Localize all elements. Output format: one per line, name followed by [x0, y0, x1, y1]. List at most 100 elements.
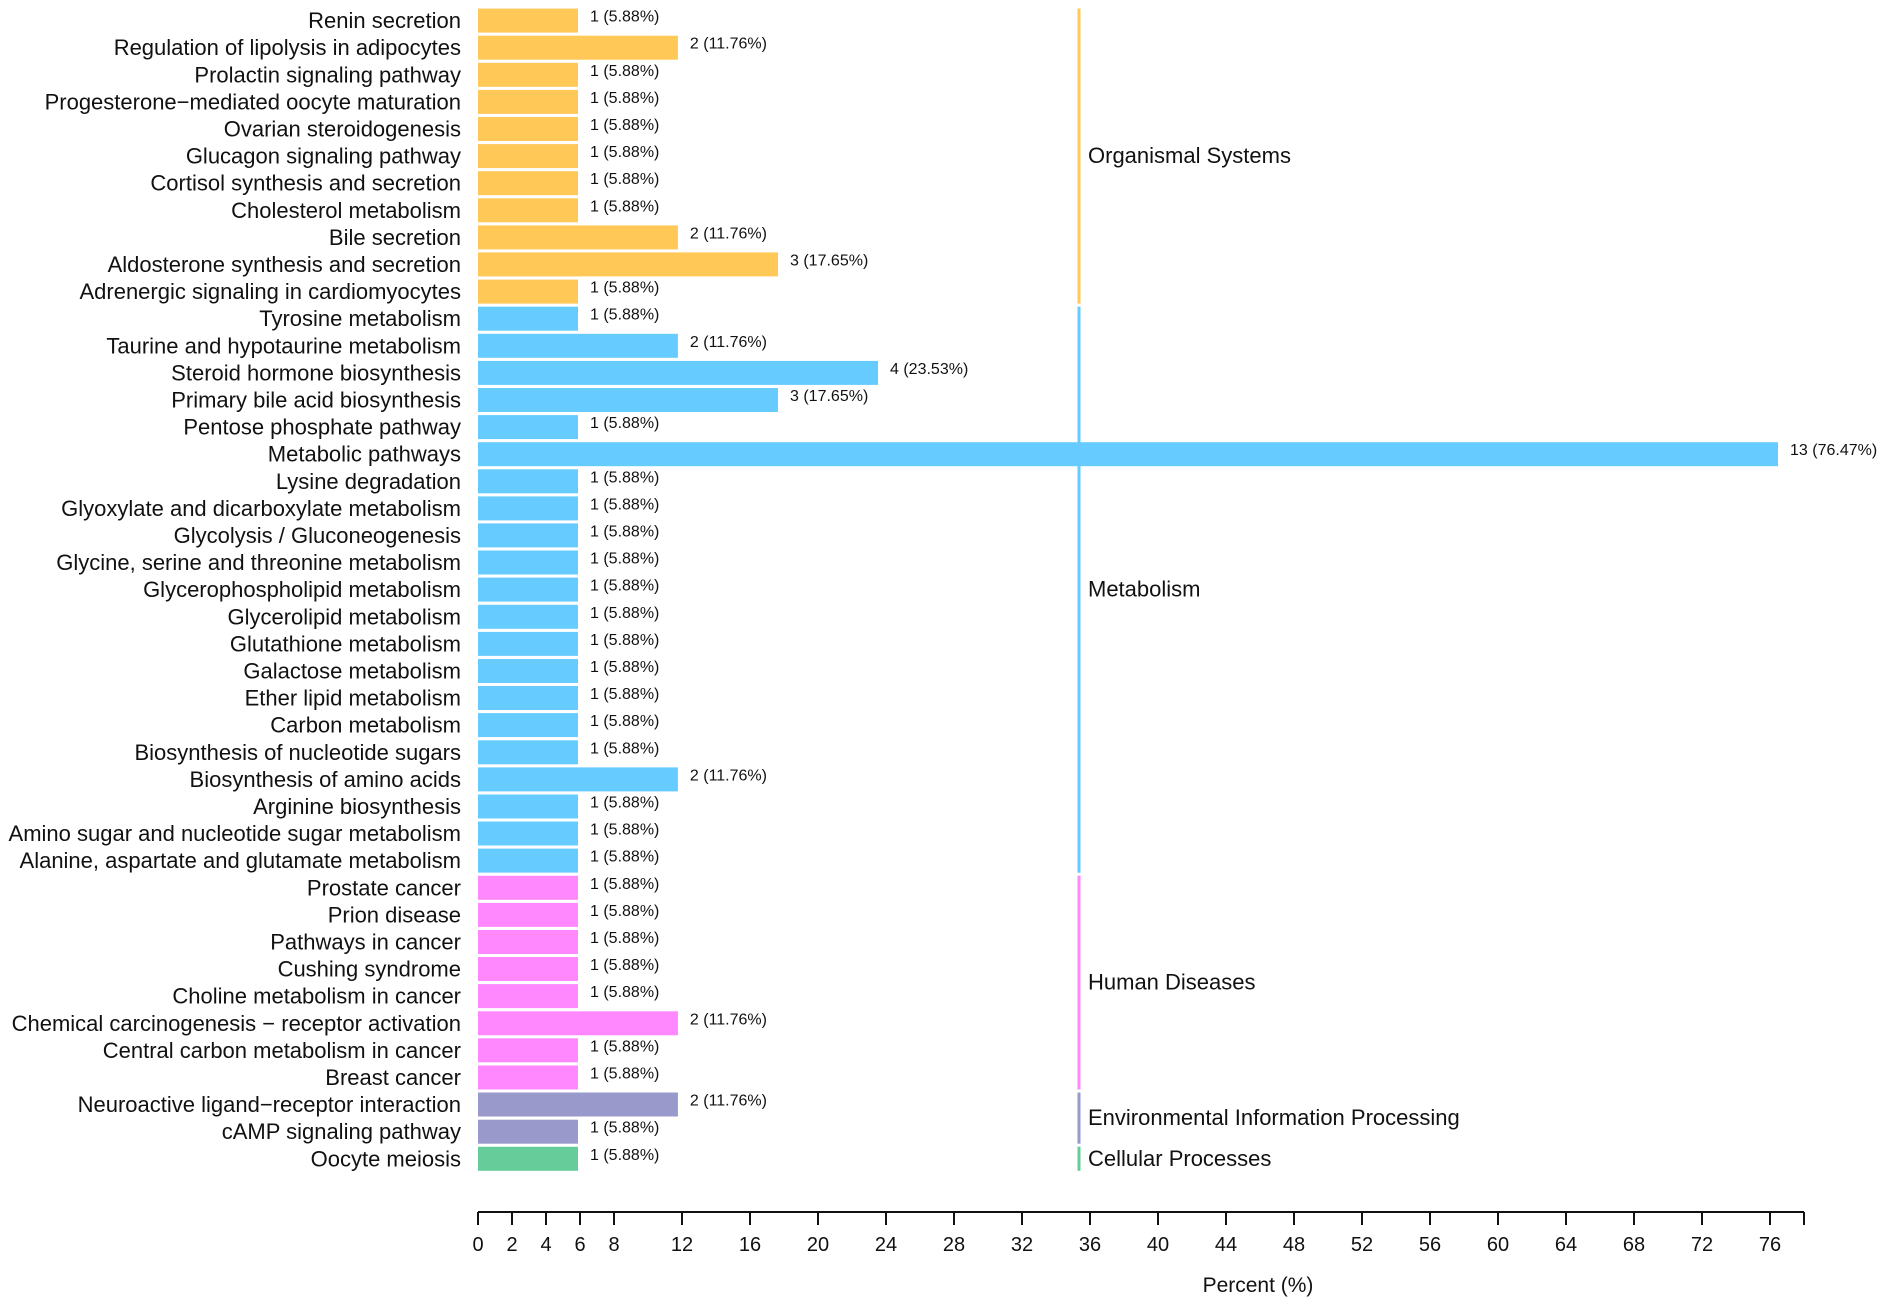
value-label: 1 (5.88%)	[590, 171, 659, 188]
category-label: Metabolic pathways	[268, 442, 461, 467]
category-label: Ether lipid metabolism	[245, 686, 461, 711]
value-label: 1 (5.88%)	[590, 578, 659, 595]
bar	[478, 713, 578, 738]
group-label: Organismal Systems	[1088, 143, 1291, 168]
x-tick-label: 60	[1487, 1234, 1509, 1256]
bar	[478, 550, 578, 575]
bar	[478, 523, 578, 548]
bar	[478, 848, 578, 873]
value-label: 2 (11.76%)	[690, 1011, 767, 1028]
value-label: 1 (5.88%)	[590, 198, 659, 215]
value-label: 1 (5.88%)	[590, 523, 659, 540]
category-label: Carbon metabolism	[270, 713, 461, 738]
bar	[478, 604, 578, 629]
x-tick-label: 76	[1759, 1234, 1781, 1256]
bar	[478, 171, 578, 196]
bar	[478, 1038, 578, 1063]
x-tick-label: 36	[1079, 1234, 1101, 1256]
value-label: 1 (5.88%)	[590, 740, 659, 757]
bar	[478, 1146, 578, 1171]
bar	[478, 360, 878, 385]
x-axis: 0 2 4 6 8 12 16 20 24 28 32 36 40 44 48 52 56 60 64 68 72 76	[472, 1211, 1805, 1256]
value-label: 1 (5.88%)	[590, 1066, 659, 1083]
category-label: Prolactin signaling pathway	[194, 62, 461, 87]
bar	[478, 62, 578, 87]
bar	[478, 117, 578, 141]
bar	[478, 279, 578, 304]
category-label: Glycine, serine and threonine metabolism	[56, 550, 461, 575]
bar	[478, 1011, 678, 1036]
category-label: Oocyte meiosis	[311, 1146, 461, 1171]
bar	[478, 930, 578, 954]
bar	[478, 767, 678, 792]
category-label: Biosynthesis of amino acids	[190, 767, 461, 792]
value-label: 1 (5.88%)	[590, 605, 659, 622]
x-tick-label: 52	[1351, 1234, 1373, 1256]
value-label: 3 (17.65%)	[790, 252, 868, 269]
category-label: Amino sugar and nucleotide sugar metabol…	[9, 821, 461, 846]
x-tick-label: 0	[472, 1234, 483, 1256]
category-label: Primary bile acid biosynthesis	[171, 388, 461, 413]
category-label: Tyrosine metabolism	[259, 306, 461, 331]
category-label: Renin secretion	[308, 8, 461, 33]
bar	[478, 333, 678, 358]
x-tick-label: 16	[739, 1234, 761, 1256]
category-label: Galactose metabolism	[243, 659, 461, 684]
category-label: Adrenergic signaling in cardiomyocytes	[79, 279, 461, 304]
bar	[478, 8, 578, 33]
category-label: Central carbon metabolism in cancer	[103, 1038, 461, 1063]
value-labels-layer: 1 (5.88%) 2 (11.76%) 1 (5.88%) 1 (5.88%) 1 (…	[590, 9, 1877, 1164]
value-label: 1 (5.88%)	[590, 1120, 659, 1137]
bar	[478, 631, 578, 656]
value-label: 2 (11.76%)	[690, 1093, 767, 1110]
category-label: Cortisol synthesis and secretion	[150, 171, 461, 196]
category-label: Prion disease	[328, 902, 461, 927]
value-label: 1 (5.88%)	[590, 795, 659, 812]
x-tick-label: 32	[1011, 1234, 1033, 1256]
bar	[478, 659, 578, 683]
value-label: 1 (5.88%)	[590, 469, 659, 486]
bar	[478, 984, 578, 1009]
x-axis-title: Percent (%)	[1203, 1274, 1314, 1297]
group-labels-layer: Organismal Systems Metabolism Human Diseas…	[1088, 143, 1460, 1171]
category-label: Cholesterol metabolism	[231, 198, 461, 223]
category-label: Steroid hormone biosynthesis	[171, 360, 461, 385]
bar	[478, 388, 778, 412]
category-label: cAMP signaling pathway	[222, 1119, 461, 1144]
category-label: Prostate cancer	[307, 875, 461, 900]
value-label: 1 (5.88%)	[590, 415, 659, 432]
x-tick-label: 68	[1623, 1234, 1645, 1256]
value-label: 1 (5.88%)	[590, 822, 659, 839]
bar	[478, 794, 578, 819]
x-tick-label: 12	[671, 1234, 693, 1256]
value-label: 1 (5.88%)	[590, 686, 659, 703]
value-label: 3 (17.65%)	[790, 388, 868, 405]
value-label: 1 (5.88%)	[590, 63, 659, 80]
value-label: 2 (11.76%)	[690, 36, 767, 53]
bar	[478, 1092, 678, 1117]
category-label: Regulation of lipolysis in adipocytes	[114, 35, 461, 60]
bar	[478, 1119, 578, 1144]
x-tick-label: 56	[1419, 1234, 1441, 1256]
value-label: 1 (5.88%)	[590, 876, 659, 893]
value-label: 1 (5.88%)	[590, 632, 659, 649]
x-tick-label: 64	[1555, 1234, 1577, 1256]
category-label: Choline metabolism in cancer	[172, 984, 461, 1009]
bar	[478, 252, 778, 277]
category-label: Cushing syndrome	[278, 957, 461, 982]
group-label: Metabolism	[1088, 577, 1200, 602]
value-label: 1 (5.88%)	[590, 713, 659, 730]
category-label: Glycerophospholipid metabolism	[143, 577, 461, 602]
category-label: Pentose phosphate pathway	[183, 415, 461, 440]
x-tick-label: 72	[1691, 1234, 1713, 1256]
category-label: Biosynthesis of nucleotide sugars	[134, 740, 461, 765]
x-tick-label: 2	[506, 1234, 517, 1256]
bar	[478, 496, 578, 521]
bar	[478, 740, 578, 765]
value-label: 1 (5.88%)	[590, 90, 659, 107]
x-tick-label: 4	[540, 1234, 551, 1256]
bar	[478, 821, 578, 846]
category-label: Glyoxylate and dicarboxylate metabolism	[61, 496, 461, 521]
bar	[478, 902, 578, 927]
